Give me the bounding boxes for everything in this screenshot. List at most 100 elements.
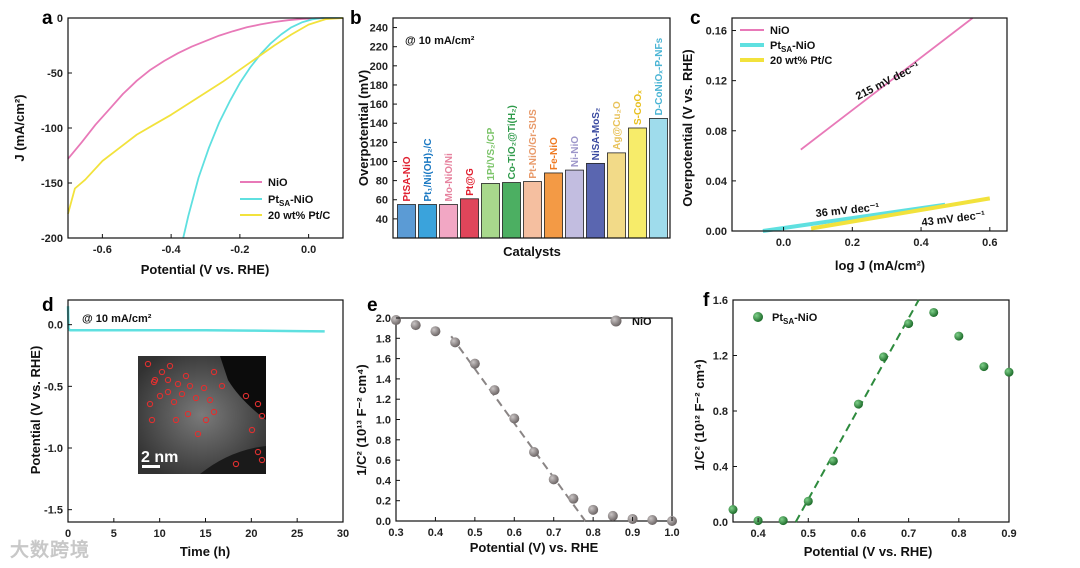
panel-f-mott-schottky-ptsa: 0.4 0.5 0.6 0.7 0.8 0.9 0.0 0.4 0.8 1.2 1.6 Potent… (692, 295, 1017, 559)
x-tick-label: 0.5 (801, 528, 816, 540)
panel-label-e: e (367, 295, 378, 316)
bar-8 (565, 169, 584, 239)
atom-marker (202, 416, 210, 424)
inset-scale-label: 2 nm (141, 449, 178, 466)
y-tick-label: 2.0 (376, 313, 391, 325)
bar-11 (628, 127, 647, 239)
y-tick-label: 0.6 (376, 455, 391, 467)
atom-marker (166, 362, 174, 370)
linear-fit-line (794, 299, 920, 523)
x-tick-label: 15 (199, 528, 211, 540)
x-tick-label: -0.6 (93, 244, 112, 256)
x-tick-label: 0.8 (951, 528, 966, 540)
panel-b-xlabel: Catalysts (503, 244, 561, 259)
bar-7 (544, 172, 563, 239)
panel-c-ticks: 0.0 0.2 0.4 0.6 0.00 0.04 0.08 0.12 0.16 (706, 26, 998, 249)
data-point (548, 474, 559, 485)
panel-f-ticks: 0.4 0.5 0.6 0.7 0.8 0.9 0.0 0.4 0.8 1.2 1.6 (713, 295, 1017, 540)
panel-e-frame (395, 317, 673, 522)
y-tick-label: -150 (41, 178, 63, 190)
y-tick-label: -100 (41, 123, 63, 135)
atom-marker (206, 396, 214, 404)
y-tick-label: 0.4 (376, 475, 392, 487)
x-tick-label: 5 (111, 528, 117, 540)
panel-f-frame (732, 299, 1010, 523)
atom-marker (182, 372, 190, 380)
series-line-stability (66, 306, 325, 333)
panel-b-ticks: 40 60 80 100 120 140 160 180 200 220 240 (370, 23, 397, 226)
x-tick-label: 0.4 (428, 527, 444, 539)
legend-label-ptsa-nio: PtSA-NiO (772, 312, 818, 326)
panel-c-xlabel: log J (mA/cm²) (835, 258, 925, 273)
atom-marker (146, 400, 154, 408)
x-tick-label: 0.9 (625, 527, 640, 539)
x-tick-label: 0.4 (913, 237, 929, 249)
panel-a-legend: NiO PtSA-NiO 20 wt% Pt/C (240, 177, 330, 222)
x-tick-label: 10 (154, 528, 166, 540)
bar-12 (649, 118, 668, 239)
y-tick-label: 0.0 (48, 320, 63, 332)
bar-2 (439, 204, 458, 239)
data-point (607, 510, 618, 521)
series-line-nio (67, 17, 343, 160)
legend-label-ptc: 20 wt% Pt/C (770, 55, 832, 67)
haadf-stem-inset: 2 nm (138, 356, 266, 474)
bar-label-1: Pt₁/Ni(OH)₂/C (423, 138, 434, 201)
data-point (929, 307, 939, 317)
series-line-nio (800, 17, 974, 151)
panel-b-condition: @ 10 mA/cm² (405, 35, 475, 47)
data-point (529, 446, 539, 457)
panel-label-b: b (350, 8, 362, 29)
panel-b-ylabel: Overpotential (mV) (356, 70, 371, 186)
bar-label-11: S-CoOₓ (633, 90, 644, 125)
data-point (450, 337, 461, 348)
atom-marker (258, 412, 266, 420)
bar-4 (481, 183, 500, 239)
series-line-20-wt-pt-c (67, 17, 344, 215)
panel-label-c: c (690, 8, 701, 29)
panel-e-points (391, 315, 677, 526)
data-point (728, 505, 738, 515)
panel-c-legend: NiO PtSA-NiO 20 wt% Pt/C (740, 25, 832, 67)
data-point (489, 385, 500, 396)
atom-marker (156, 392, 164, 400)
x-tick-label: 0.0 (301, 244, 316, 256)
y-tick-label: 0.0 (713, 517, 728, 529)
y-tick-label: -1.0 (44, 443, 63, 455)
atom-marker (248, 426, 256, 434)
bar-label-8: Ni-NiO (570, 136, 581, 167)
atom-marker (164, 376, 172, 384)
data-point (469, 358, 480, 369)
x-tick-label: 0.7 (546, 527, 561, 539)
atom-marker (218, 382, 226, 390)
panel-a-ylabel: J (mA/cm²) (12, 94, 27, 161)
atom-marker (170, 398, 178, 406)
atom-marker (200, 384, 208, 392)
y-tick-label: 100 (370, 156, 388, 168)
data-point (509, 413, 520, 424)
y-tick-label: 0 (57, 13, 63, 25)
bar-1 (418, 204, 437, 239)
atom-marker (144, 360, 152, 368)
panel-a-xlabel: Potential (V vs. RHE) (141, 262, 270, 277)
series-line-pt-sa-nio (182, 17, 343, 239)
panel-a-curves (67, 17, 344, 239)
y-tick-label: 0.00 (706, 226, 727, 238)
panel-e-xlabel: Potential (V) vs. RHE (470, 540, 599, 555)
y-tick-label: 0.4 (713, 462, 729, 474)
bar-label-2: Mo-NiO/Ni (444, 153, 455, 202)
panel-d-ticks: 0 5 10 15 20 25 30 0.0 -0.5 -1.0 -1.5 (44, 320, 349, 540)
y-tick-label: 180 (370, 80, 388, 92)
atom-marker (254, 400, 262, 408)
bar-label-6: Pt-NiO/Gr-SUS (528, 109, 539, 179)
panel-b-overpotential-bars: PtSA-NiO Pt₁/Ni(OH)₂/C Mo-NiO/Ni Pt@G 1Pt/VS… (356, 17, 671, 259)
bar-0 (397, 204, 416, 239)
panel-d-curves (66, 306, 325, 333)
y-tick-label: 1.4 (376, 374, 392, 386)
data-point (979, 362, 989, 372)
x-tick-label: 25 (291, 528, 303, 540)
inset-scale-bar (142, 465, 160, 468)
panel-d-xlabel: Time (h) (180, 544, 230, 559)
bar-label-10: Ag@Cu₂O (612, 101, 623, 150)
atom-marker (148, 416, 156, 424)
